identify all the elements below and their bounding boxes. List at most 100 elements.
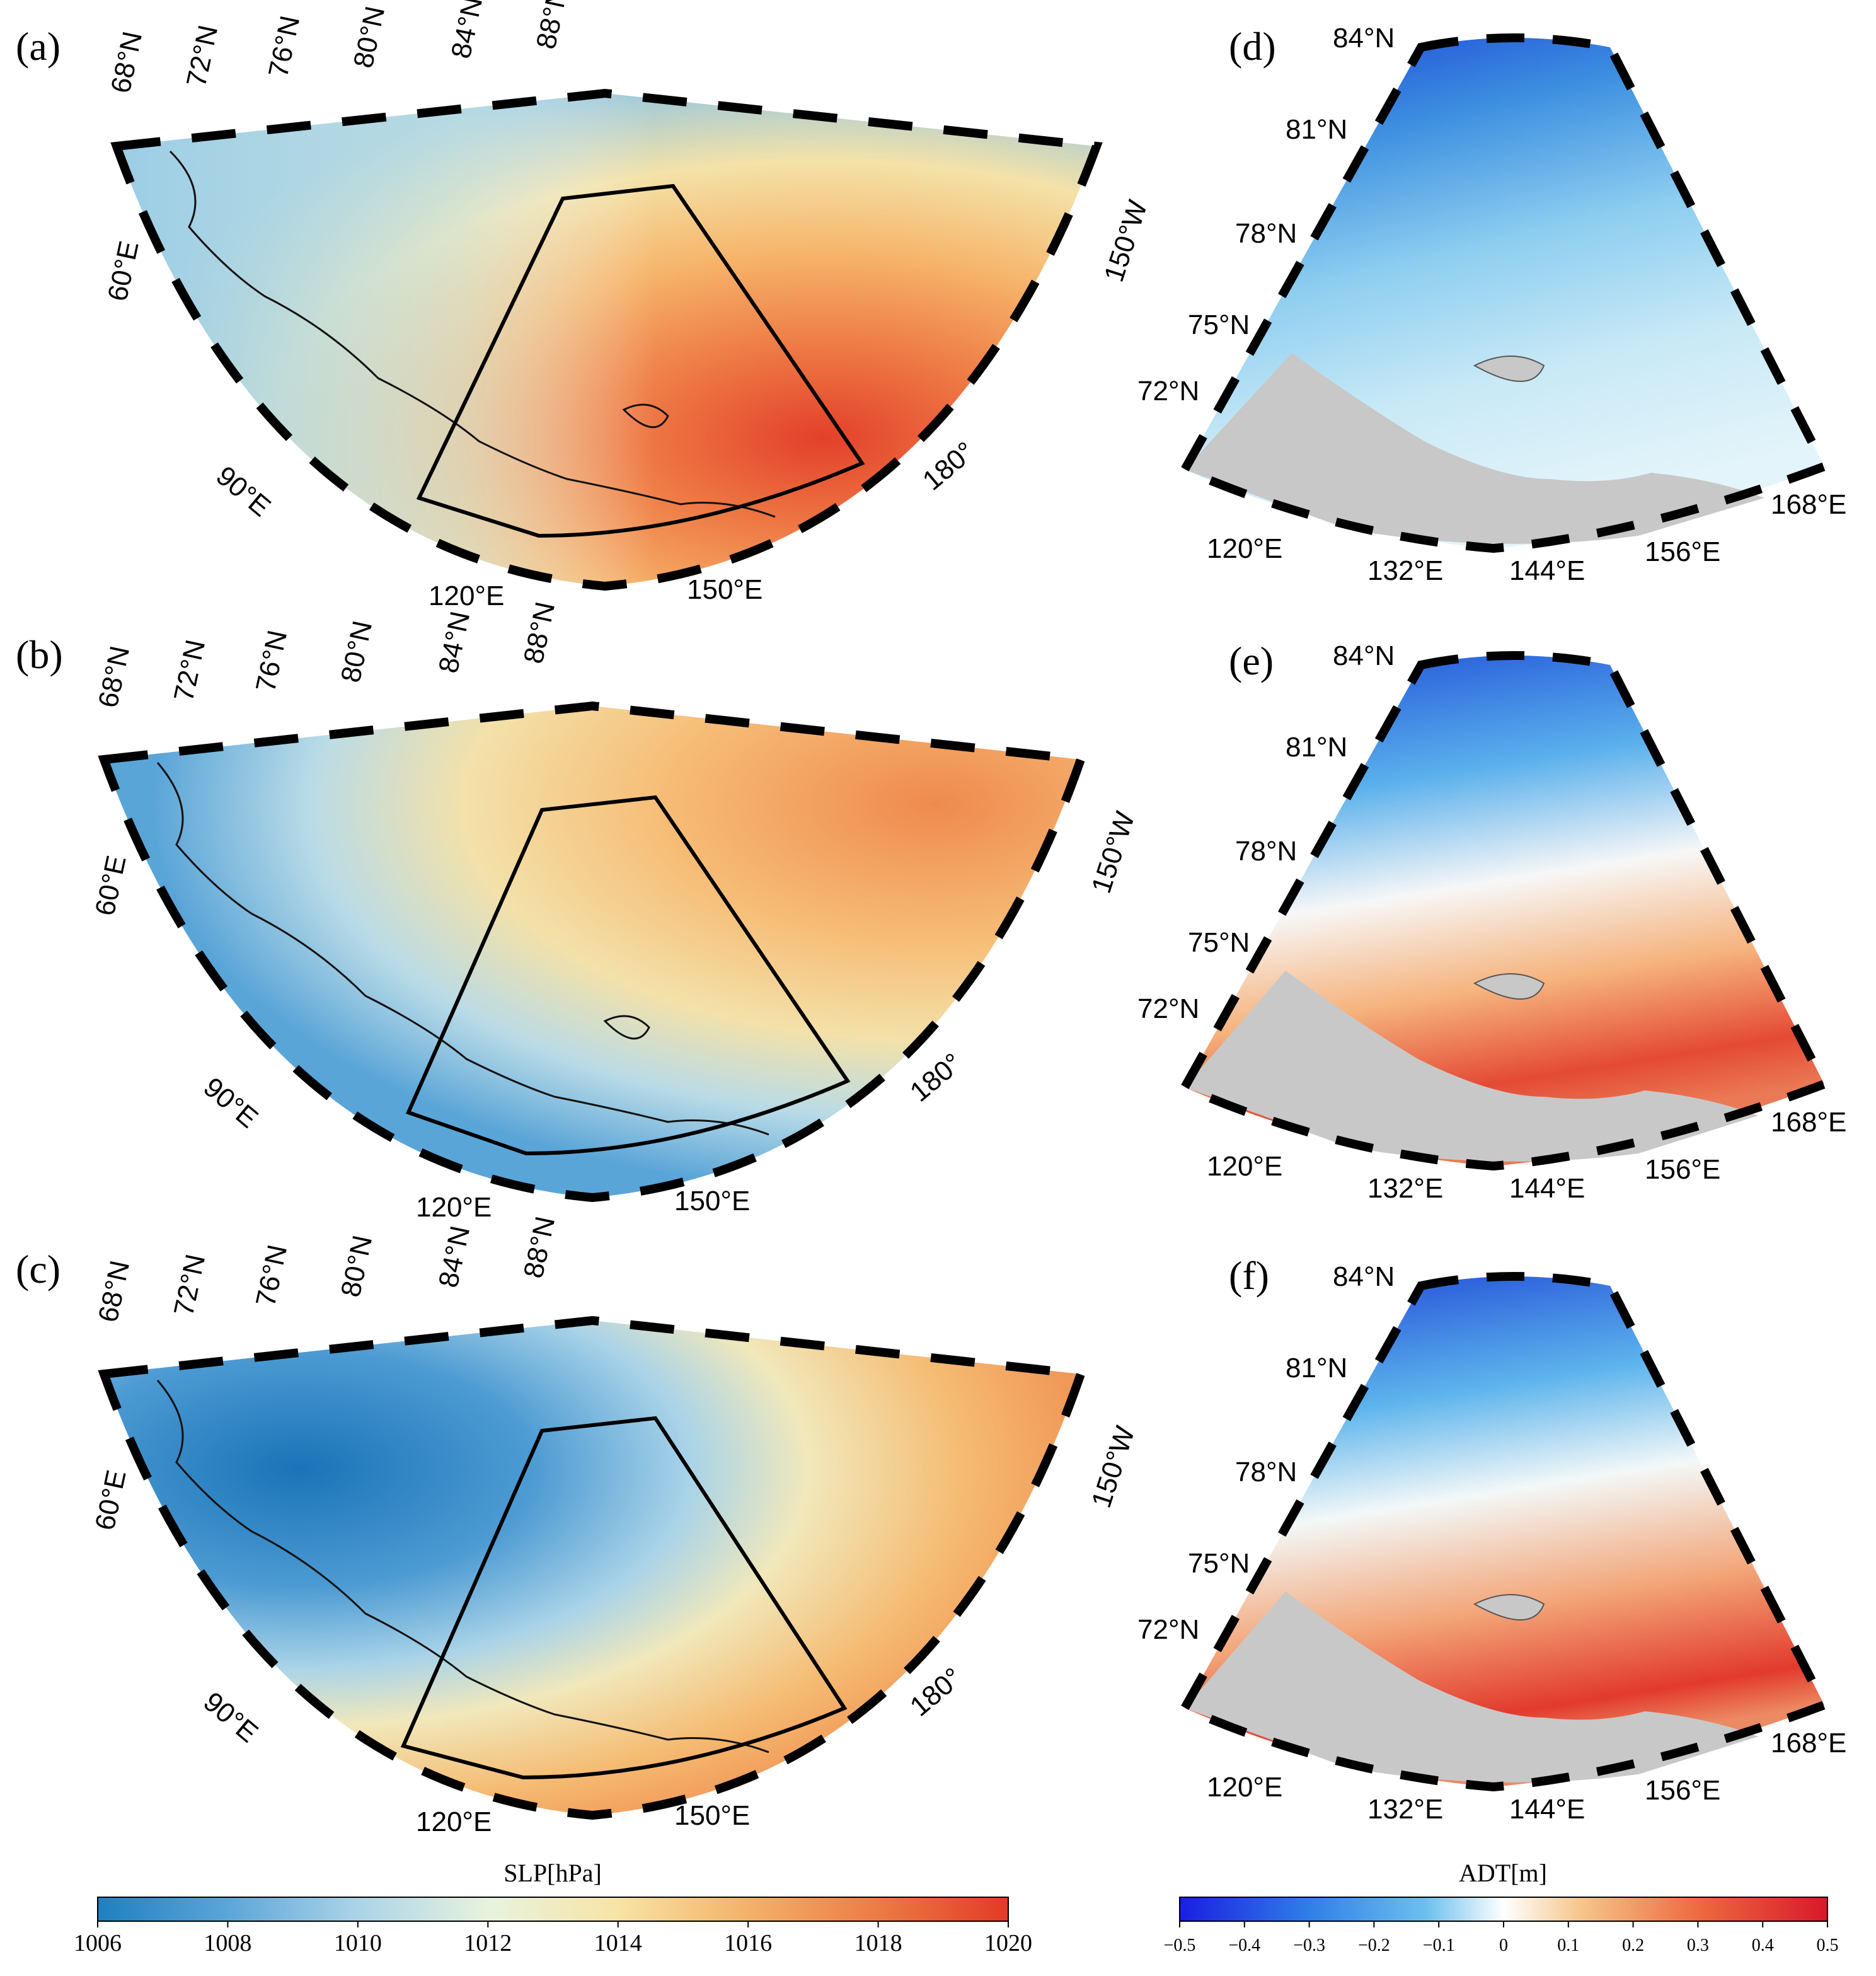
map-frame (1178, 651, 1831, 1171)
lat-tick: 78°N (1235, 1457, 1297, 1488)
lat-ticks: 84°N 81°N 78°N 75°N 72°N (1137, 23, 1395, 407)
lat-tick: 68°N (105, 29, 148, 96)
lat-tick: 80°N (335, 1233, 378, 1300)
lat-tick: 72°N (181, 23, 224, 90)
lon-tick: 120°E (416, 1806, 492, 1837)
lon-tick: 90°E (198, 1072, 264, 1134)
panel-label: (c) (16, 1247, 60, 1291)
panel-label: (d) (1229, 24, 1276, 69)
lon-tick: 150°E (687, 574, 762, 605)
colorbar-tick-label: 1014 (594, 1930, 642, 1956)
lat-tick: 80°N (335, 618, 378, 685)
colorbar-tick-label: 0.1 (1557, 1936, 1579, 1955)
map-frame (98, 701, 1087, 1203)
coastline (156, 762, 769, 1136)
map-frame (1178, 33, 1831, 553)
lon-ticks: 120°E 132°E 144°E 156°E 168°E (1207, 1107, 1846, 1204)
colorbar-ticks: −0.5 −0.4 −0.3 −0.2 −0.1 0 0.1 0.2 0.3 0.4 0.5 (1164, 1921, 1839, 1955)
lat-tick: 84°N (446, 0, 488, 61)
slp-field-overlay (117, 93, 1096, 586)
lon-tick: 156°E (1645, 536, 1720, 567)
slp-panel-a: (a) 68°N 72°N 76°N 80°N 84°N 88°N 60°E 9… (16, 0, 1154, 611)
lat-ticks: 68°N 72°N 76°N 80°N 84°N 88°N (105, 0, 573, 96)
lat-tick: 72°N (1137, 1614, 1199, 1645)
lat-tick: 78°N (1235, 836, 1297, 867)
adt-panel-f: (f) 84°N 81°N 78°N 75°N 72°N 120°E 132°E… (1137, 1253, 1846, 1825)
lat-tick: 76°N (250, 1242, 293, 1309)
lon-ticks: 120°E 132°E 144°E 156°E 168°E (1207, 1728, 1846, 1825)
lon-tick: 144°E (1509, 555, 1585, 586)
colorbar-tick-label: −0.2 (1358, 1936, 1390, 1955)
adt-panel-e: (e) 84°N 81°N 78°N 75°N 72°N 120°E 132°E… (1137, 638, 1846, 1204)
lon-tick: 150°W (1086, 807, 1141, 897)
lon-tick: 120°E (429, 581, 504, 611)
lon-tick: 156°E (1645, 1775, 1720, 1806)
lon-tick: 180° (904, 1662, 968, 1723)
island-contour (622, 403, 669, 429)
lat-tick: 68°N (93, 1258, 135, 1325)
lat-tick: 75°N (1188, 1548, 1250, 1579)
lat-tick: 72°N (168, 637, 211, 704)
colorbar-ramp (97, 1897, 1009, 1922)
lat-tick: 88°N (518, 1214, 561, 1281)
lon-ticks: 120°E 132°E 144°E 156°E 168°E (1207, 489, 1846, 586)
lat-tick: 80°N (348, 4, 391, 71)
lon-tick: 120°E (1207, 533, 1282, 564)
colorbar-title: SLP[hPa] (504, 1859, 602, 1887)
lat-tick: 76°N (250, 628, 293, 695)
lon-tick: 150°E (674, 1186, 750, 1216)
land (1185, 353, 1764, 544)
lon-tick: 60°E (89, 853, 132, 918)
lat-tick: 81°N (1286, 114, 1347, 145)
colorbar-tick-label: 1010 (334, 1930, 382, 1956)
adt-panel-d: (d) 84°N 81°N 78°N 75°N 72°N 120°E 132°E… (1137, 23, 1846, 586)
lat-ticks: 84°N 81°N 78°N 75°N 72°N (1137, 1261, 1395, 1645)
map-frame (98, 1315, 1087, 1820)
lat-tick: 81°N (1286, 732, 1347, 763)
lat-ticks: 84°N 81°N 78°N 75°N 72°N (1137, 640, 1395, 1024)
lon-tick: 168°E (1771, 489, 1846, 520)
colorbar-tick-label: 0.3 (1687, 1936, 1709, 1955)
lon-tick: 60°E (102, 238, 145, 304)
lat-tick: 68°N (93, 644, 135, 710)
slp-field (104, 706, 1081, 1198)
map-frame (110, 88, 1103, 591)
lon-tick: 132°E (1367, 1173, 1443, 1204)
lat-tick: 88°N (531, 0, 573, 52)
island (1473, 1594, 1545, 1621)
colorbar-title: ADT[m] (1459, 1859, 1547, 1887)
lat-tick: 84°N (433, 1223, 476, 1290)
lat-tick: 78°N (1235, 218, 1297, 249)
island (1473, 355, 1545, 382)
lon-tick: 90°E (210, 460, 277, 523)
slp-field (104, 1320, 1081, 1815)
lon-tick: 120°E (1207, 1151, 1282, 1182)
panel-label: (b) (16, 632, 63, 677)
map-frame (1178, 1272, 1831, 1792)
lon-tick: 132°E (1367, 1794, 1443, 1825)
colorbar-tick-label: 1018 (855, 1930, 902, 1956)
lat-tick: 84°N (1333, 640, 1395, 671)
lat-ticks: 68°N 72°N 76°N 80°N 84°N 88°N (93, 599, 561, 710)
lon-tick: 144°E (1509, 1173, 1585, 1204)
lat-tick: 76°N (263, 13, 306, 80)
slp-panel-b: (b) 68°N 72°N 76°N 80°N 84°N 88°N 60°E 9… (16, 599, 1141, 1223)
study-region-box (405, 795, 851, 1156)
adt-colorbar: ADT[m] −0.5 −0.4 −0.3 −0.2 −0.1 0 0.1 0.2 0.3 0.4… (1164, 1859, 1839, 1955)
lat-tick: 72°N (1137, 993, 1199, 1024)
lon-tick: 144°E (1509, 1794, 1585, 1825)
land (1185, 971, 1758, 1162)
lon-tick: 120°E (416, 1192, 492, 1223)
lon-tick: 180° (904, 1048, 968, 1108)
coastline (156, 1380, 769, 1754)
lat-tick: 84°N (1333, 1261, 1395, 1292)
island (1473, 973, 1545, 1000)
lon-tick: 150°W (1098, 196, 1154, 286)
colorbar-ticks: 1006 1008 1010 1012 1014 1016 1018 1020 (74, 1921, 1032, 1956)
lon-tick: 156°E (1645, 1154, 1720, 1185)
lat-tick: 72°N (168, 1252, 211, 1319)
lon-tick: 132°E (1367, 555, 1443, 586)
lat-tick: 81°N (1286, 1353, 1347, 1384)
lon-tick: 150°W (1086, 1422, 1141, 1511)
slp-panel-c: (c) 68°N 72°N 76°N 80°N 84°N 88°N 60°E 9… (16, 1214, 1141, 1837)
